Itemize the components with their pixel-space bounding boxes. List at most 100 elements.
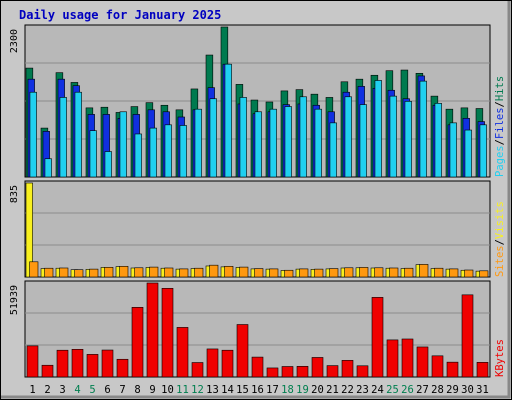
bar-pages (344, 96, 352, 178)
bar-kbytes (41, 364, 54, 378)
bar-sites (419, 264, 429, 278)
bar-pages (134, 133, 142, 178)
bar-kbytes (26, 345, 39, 378)
bar-pages (419, 80, 427, 178)
bar-sites (464, 269, 474, 278)
chart-title: Daily usage for January 2025 (19, 8, 221, 22)
bar-pages (359, 104, 367, 178)
bar-kbytes (281, 366, 294, 378)
bar-sites (314, 268, 324, 278)
legend-item-hits: Hits (494, 76, 506, 101)
bar-kbytes (266, 367, 279, 378)
x-label-day: 12 (191, 384, 204, 396)
legend-separator: / (494, 101, 506, 107)
y-max-label: 51939 (9, 285, 20, 315)
x-label-day: 17 (266, 384, 279, 396)
bar-pages (149, 127, 157, 178)
bar-pages (449, 122, 457, 178)
panel-sites-visits: 835 Sites/Visits (9, 180, 506, 278)
bar-pages (299, 96, 307, 178)
bar-pages (434, 103, 442, 178)
bar-kbytes (416, 346, 429, 378)
legend-item-visits: Visits (494, 201, 506, 239)
bar-visits (25, 182, 33, 278)
bar-sites (104, 267, 114, 278)
x-label-day: 23 (356, 384, 369, 396)
bar-sites (149, 266, 159, 278)
bar-sites (434, 267, 444, 278)
bar-pages (119, 111, 127, 178)
bar-kbytes (401, 338, 414, 378)
bar-kbytes (221, 349, 234, 378)
x-label-day: 3 (59, 384, 65, 396)
y-max-label: 2300 (9, 29, 20, 53)
bar-sites (74, 269, 84, 278)
legend-separator: / (494, 139, 506, 145)
bar-pages (224, 63, 232, 178)
bar-pages (284, 106, 292, 178)
bar-sites (194, 267, 204, 278)
bar-sites (269, 268, 279, 278)
legend-sites-visits: Sites/Visits (494, 201, 506, 277)
bar-pages (209, 98, 217, 178)
bar-pages (314, 108, 322, 178)
bar-sites (254, 268, 264, 278)
bar-kbytes (131, 307, 144, 378)
bar-sites (329, 268, 339, 278)
bar-kbytes (371, 297, 384, 378)
x-label-day: 2 (44, 384, 50, 396)
plot-area (24, 180, 491, 278)
x-label-day: 16 (251, 384, 264, 396)
x-label-day: 20 (311, 384, 324, 396)
x-label-day: 8 (134, 384, 140, 396)
bar-kbytes (296, 366, 309, 378)
bar-sites (224, 266, 234, 278)
legend-kbytes: KBytes (494, 339, 506, 377)
bar-pages (464, 129, 472, 178)
x-label-day: 30 (461, 384, 474, 396)
legend-item-pages: Pages (494, 145, 506, 177)
x-label-day: 19 (296, 384, 309, 396)
bar-kbytes (101, 349, 114, 378)
bar-sites (209, 264, 219, 278)
legend-item-files: Files (494, 107, 506, 139)
x-label-day: 14 (221, 384, 234, 396)
y-max-label: 835 (9, 185, 20, 203)
bar-kbytes (311, 357, 324, 378)
bar-sites (449, 268, 459, 278)
x-label-day: 31 (476, 384, 489, 396)
bar-pages (479, 124, 487, 178)
x-axis-day-labels: 1 2 3 4 5 6 7 8 9 10 11 12 13 14 15 16 17 18 19 20 21 22 23 24 2… (29, 384, 488, 396)
bar-kbytes (251, 356, 264, 378)
x-label-day: 27 (416, 384, 429, 396)
x-label-day: 4 (74, 384, 80, 396)
bar-kbytes (146, 282, 159, 378)
legend-separator: / (494, 239, 506, 245)
bar-sites (359, 267, 369, 278)
x-label-day: 29 (446, 384, 459, 396)
bar-kbytes (476, 362, 489, 378)
bar-sites (44, 267, 54, 278)
bar-sites (119, 266, 129, 278)
bar-pages (254, 111, 262, 178)
bar-sites (179, 268, 189, 278)
bar-kbytes (71, 349, 84, 378)
bar-pages (374, 80, 382, 178)
bar-pages (179, 125, 187, 178)
bar-sites (164, 267, 174, 278)
bar-kbytes (176, 327, 189, 378)
bar-kbytes (161, 288, 174, 378)
bar-sites (479, 270, 489, 278)
bar-kbytes (326, 365, 339, 378)
bar-pages (44, 158, 52, 178)
bar-sites (284, 269, 294, 278)
bar-kbytes (86, 354, 99, 378)
bar-pages (404, 101, 412, 178)
bar-sites (59, 267, 69, 278)
bar-kbytes (236, 324, 249, 378)
bar-pages (104, 151, 112, 178)
bar-sites (389, 267, 399, 278)
